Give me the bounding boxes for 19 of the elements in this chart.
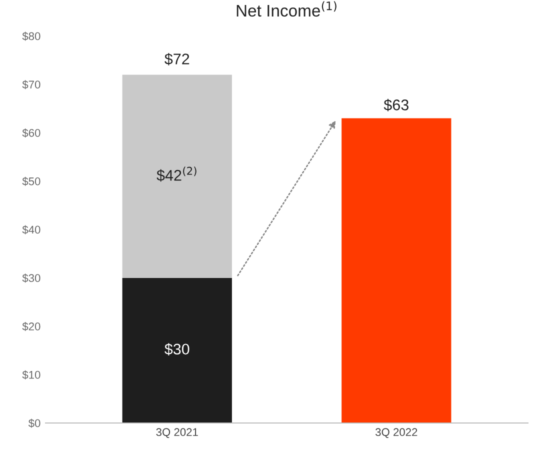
y-tick-label: $0 xyxy=(28,418,40,428)
y-tick-label: $30 xyxy=(22,274,40,283)
y-tick-label: $80 xyxy=(22,32,40,41)
chart-title: Net Income$^{(1)}$ xyxy=(236,1,336,17)
data-label: $63 xyxy=(384,98,408,112)
x-tick-label: 3Q 2021 xyxy=(156,428,198,438)
y-tick-label: $40 xyxy=(22,225,40,234)
x-tick-label: 3Q 2022 xyxy=(376,428,418,438)
total-label: $72 xyxy=(164,52,190,66)
data-label: $30 xyxy=(164,343,190,356)
data-label: $42$^{(2)}$ xyxy=(156,166,196,182)
bar xyxy=(342,118,452,423)
y-tick-label: $20 xyxy=(22,322,40,332)
y-tick-label: $50 xyxy=(22,176,40,186)
y-tick-label: $70 xyxy=(22,80,40,90)
y-tick-label: $60 xyxy=(22,128,40,138)
bar xyxy=(122,278,232,423)
bar xyxy=(122,74,232,278)
y-tick-label: $10 xyxy=(22,370,40,380)
